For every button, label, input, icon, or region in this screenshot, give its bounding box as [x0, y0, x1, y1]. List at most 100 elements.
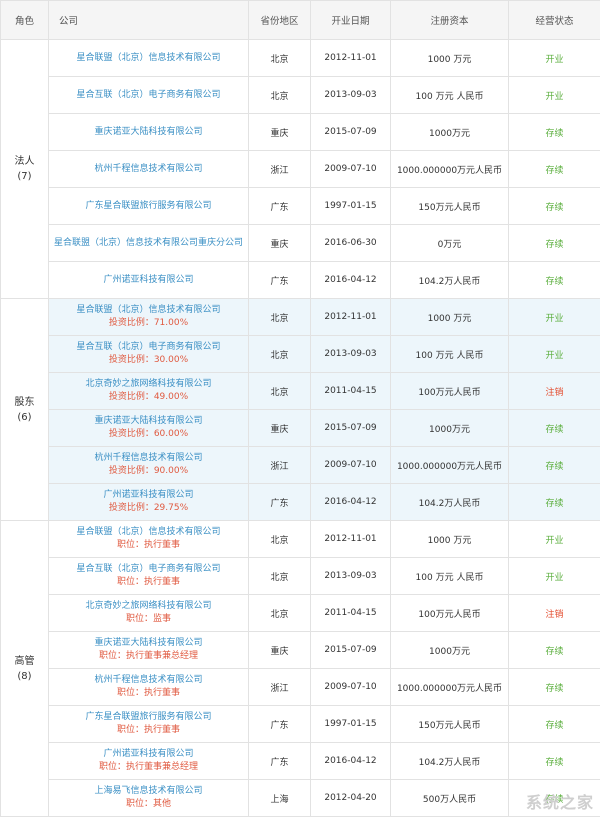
company-link[interactable]: 星合联盟（北京）信息技术有限公司: [76, 52, 221, 63]
date-cell: 2016-04-12: [310, 261, 391, 299]
company-detail: 投资比例：90.00%: [108, 466, 189, 476]
status-badge: 存续: [508, 224, 600, 262]
status-badge: 存续: [508, 113, 600, 151]
region-cell: 广东: [248, 187, 311, 225]
table-row: 北京奇妙之旅网络科技有限公司 职位：监事 北京 2011-04-15 100万元人民币注…: [1, 594, 600, 632]
date-cell: 2012-04-20: [310, 779, 391, 817]
company-link[interactable]: 北京奇妙之旅网络科技有限公司: [85, 379, 212, 389]
region-cell: 重庆: [248, 409, 311, 447]
region-cell: 广东: [248, 483, 311, 521]
date-cell: 2016-04-12: [310, 742, 391, 780]
region-cell: 浙江: [248, 150, 311, 188]
status-badge: 存续: [508, 187, 600, 225]
region-cell: 浙江: [248, 668, 311, 706]
region-cell: 北京: [248, 594, 311, 632]
table-row: 广州诺亚科技有限公司 职位：执行董事兼总经理 广东 2016-04-12 104.2万人…: [1, 742, 600, 780]
capital-cell: 1000.000000万元人民币: [390, 668, 509, 706]
role-count: (8): [17, 670, 32, 682]
date-cell: 2009-07-10: [310, 668, 391, 706]
company-link[interactable]: 广东星合联盟旅行服务有限公司: [85, 200, 212, 211]
company-link[interactable]: 星合联盟（北京）信息技术有限公司: [76, 305, 221, 315]
table-row: 重庆诺亚大陆科技有限公司 投资比例：60.00% 重庆 2015-07-09 1000万…: [1, 409, 600, 447]
date-cell: 2013-09-03: [310, 557, 391, 595]
table-row: 重庆诺亚大陆科技有限公司 重庆 2015-07-09 1000万元 存续: [1, 113, 600, 151]
header-capital: 注册资本: [390, 0, 509, 40]
company-detail: 职位：执行董事: [116, 540, 180, 550]
header-role: 角色: [0, 0, 49, 40]
company-cell: 上海易飞信息技术有限公司 职位：其他: [48, 779, 249, 817]
region-cell: 浙江: [248, 446, 311, 484]
company-link[interactable]: 杭州千程信息技术有限公司: [94, 675, 203, 685]
capital-cell: 100万元人民币: [390, 372, 509, 410]
status-badge: 存续: [508, 668, 600, 706]
capital-cell: 100 万元 人民币: [390, 557, 509, 595]
company-detail: 职位：执行董事: [116, 577, 180, 587]
date-cell: 2009-07-10: [310, 150, 391, 188]
company-link[interactable]: 广州诺亚科技有限公司: [103, 490, 194, 500]
region-cell: 广东: [248, 261, 311, 299]
company-detail: 职位：执行董事: [116, 688, 180, 698]
company-detail: 投资比例：71.00%: [108, 318, 189, 328]
capital-cell: 104.2万人民币: [390, 261, 509, 299]
company-detail: 投资比例：30.00%: [108, 355, 189, 365]
company-cell: 重庆诺亚大陆科技有限公司 投资比例：60.00%: [48, 409, 249, 447]
company-cell: 重庆诺亚大陆科技有限公司 职位：执行董事兼总经理: [48, 631, 249, 669]
company-detail: 投资比例：49.00%: [108, 392, 189, 402]
table-row: 广州诺亚科技有限公司 广东 2016-04-12 104.2万人民币 存续: [1, 261, 600, 299]
company-link[interactable]: 星合互联（北京）电子商务有限公司: [76, 89, 221, 100]
capital-cell: 1000万元: [390, 631, 509, 669]
capital-cell: 100 万元 人民币: [390, 335, 509, 373]
capital-cell: 104.2万人民币: [390, 742, 509, 780]
company-link[interactable]: 星合联盟（北京）信息技术有限公司重庆分公司: [53, 237, 243, 248]
region-cell: 北京: [248, 520, 311, 558]
status-badge: 存续: [508, 483, 600, 521]
status-badge: 存续: [508, 631, 600, 669]
company-link[interactable]: 杭州千程信息技术有限公司: [94, 163, 203, 174]
status-badge: 开业: [508, 39, 600, 77]
capital-cell: 100万元人民币: [390, 594, 509, 632]
table-row: 广东星合联盟旅行服务有限公司 职位：执行董事 广东 1997-01-15 150万元人民…: [1, 705, 600, 743]
company-link[interactable]: 星合互联（北京）电子商务有限公司: [76, 564, 221, 574]
company-link[interactable]: 重庆诺亚大陆科技有限公司: [94, 638, 203, 648]
company-link[interactable]: 星合联盟（北京）信息技术有限公司: [76, 527, 221, 537]
watermark: 系统之家: [525, 793, 594, 812]
company-cell: 星合联盟（北京）信息技术有限公司 投资比例：71.00%: [48, 298, 249, 336]
company-cell: 星合联盟（北京）信息技术有限公司重庆分公司: [48, 224, 249, 262]
status-badge: 存续: [508, 409, 600, 447]
company-link[interactable]: 重庆诺亚大陆科技有限公司: [94, 416, 203, 426]
role-label: 法人: [14, 156, 35, 167]
date-cell: 2012-11-01: [310, 39, 391, 77]
region-cell: 北京: [248, 298, 311, 336]
role-count: (7): [17, 171, 32, 182]
region-cell: 重庆: [248, 113, 311, 151]
company-cell: 广州诺亚科技有限公司 职位：执行董事兼总经理: [48, 742, 249, 780]
status-badge: 存续: [508, 150, 600, 188]
company-link[interactable]: 北京奇妙之旅网络科技有限公司: [85, 601, 212, 611]
company-link[interactable]: 杭州千程信息技术有限公司: [94, 453, 203, 463]
table-row: 重庆诺亚大陆科技有限公司 职位：执行董事兼总经理 重庆 2015-07-09 1000万…: [1, 631, 600, 669]
company-link[interactable]: 广州诺亚科技有限公司: [103, 274, 194, 285]
company-cell: 杭州千程信息技术有限公司 职位：执行董事: [48, 668, 249, 706]
capital-cell: 1000 万元: [390, 39, 509, 77]
capital-cell: 500万人民币: [390, 779, 509, 817]
company-link[interactable]: 重庆诺亚大陆科技有限公司: [94, 126, 203, 137]
company-link[interactable]: 星合互联（北京）电子商务有限公司: [76, 342, 221, 352]
status-badge: 存续: [508, 742, 600, 780]
table-row: 上海易飞信息技术有限公司 职位：其他 上海 2012-04-20 500万人民币 存续: [1, 779, 600, 817]
company-link[interactable]: 广东星合联盟旅行服务有限公司: [85, 712, 212, 722]
table-header-row: 角色 公司 省份地区 开业日期 注册资本 经营状态: [0, 0, 600, 40]
capital-cell: 0万元: [390, 224, 509, 262]
company-detail: 投资比例：29.75%: [108, 503, 189, 513]
region-cell: 重庆: [248, 224, 311, 262]
company-detail: 投资比例：60.00%: [108, 429, 189, 439]
date-cell: 2012-11-01: [310, 298, 391, 336]
region-cell: 广东: [248, 742, 311, 780]
date-cell: 1997-01-15: [310, 705, 391, 743]
status-badge: 注销: [508, 372, 600, 410]
company-link[interactable]: 上海易飞信息技术有限公司: [94, 786, 203, 796]
company-cell: 杭州千程信息技术有限公司: [48, 150, 249, 188]
company-cell: 星合互联（北京）电子商务有限公司: [48, 76, 249, 114]
company-link[interactable]: 广州诺亚科技有限公司: [103, 749, 194, 759]
capital-cell: 1000万元: [390, 113, 509, 151]
